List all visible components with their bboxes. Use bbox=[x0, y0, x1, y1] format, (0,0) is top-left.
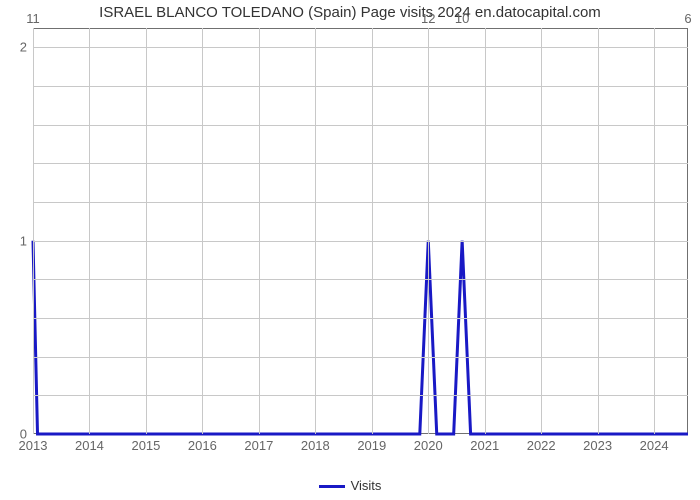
secondary-x-label: 11 bbox=[26, 11, 40, 26]
secondary-x-label: 12 bbox=[421, 11, 435, 26]
line-series bbox=[33, 28, 688, 434]
x-tick-label: 2023 bbox=[583, 438, 612, 453]
x-tick-label: 2014 bbox=[75, 438, 104, 453]
x-tick-label: 2019 bbox=[357, 438, 386, 453]
x-tick-label: 2021 bbox=[470, 438, 499, 453]
x-tick-label: 2015 bbox=[131, 438, 160, 453]
x-tick-label: 2020 bbox=[414, 438, 443, 453]
x-tick-label: 2022 bbox=[527, 438, 556, 453]
chart-title: ISRAEL BLANCO TOLEDANO (Spain) Page visi… bbox=[0, 4, 700, 21]
x-tick-label: 2016 bbox=[188, 438, 217, 453]
x-tick-label: 2013 bbox=[19, 438, 48, 453]
x-tick-label: 2018 bbox=[301, 438, 330, 453]
chart-container: ISRAEL BLANCO TOLEDANO (Spain) Page visi… bbox=[0, 0, 700, 500]
y-tick-label: 2 bbox=[20, 40, 27, 55]
x-tick-label: 2017 bbox=[244, 438, 273, 453]
plot-area: 0122013201420152016201720182019202020212… bbox=[33, 28, 688, 434]
legend: Visits bbox=[0, 478, 700, 493]
legend-swatch bbox=[319, 485, 345, 488]
legend-label: Visits bbox=[351, 478, 382, 493]
y-tick-label: 1 bbox=[20, 233, 27, 248]
secondary-x-label: 10 bbox=[455, 11, 469, 26]
secondary-x-label: 6 bbox=[684, 11, 691, 26]
x-tick-label: 2024 bbox=[640, 438, 669, 453]
